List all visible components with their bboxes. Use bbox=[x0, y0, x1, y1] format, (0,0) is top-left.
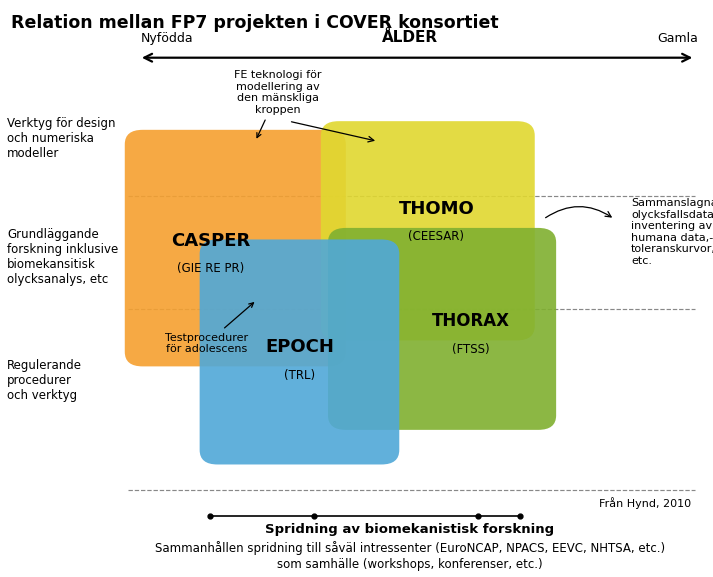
FancyBboxPatch shape bbox=[328, 228, 556, 430]
FancyBboxPatch shape bbox=[200, 239, 399, 464]
Text: ÅLDER: ÅLDER bbox=[382, 30, 438, 45]
FancyBboxPatch shape bbox=[125, 130, 346, 366]
Text: som samhälle (workshops, konferenser, etc.): som samhälle (workshops, konferenser, et… bbox=[277, 558, 543, 571]
Text: Grundläggande
forskning inklusive
biomekansitisk
olycksanalys, etc: Grundläggande forskning inklusive biomek… bbox=[7, 228, 118, 286]
Text: (FTSS): (FTSS) bbox=[452, 343, 489, 355]
Text: Regulerande
procedurer
och verktyg: Regulerande procedurer och verktyg bbox=[7, 359, 82, 402]
Text: FE teknologi för
modellering av
den mänskliga
kroppen: FE teknologi för modellering av den mäns… bbox=[235, 70, 322, 137]
Text: Spridning av biomekanistisk forskning: Spridning av biomekanistisk forskning bbox=[265, 523, 555, 536]
Text: Relation mellan FP7 projekten i COVER konsortiet: Relation mellan FP7 projekten i COVER ko… bbox=[11, 14, 498, 32]
Text: (TRL): (TRL) bbox=[284, 369, 315, 381]
Text: Nyfödda: Nyfödda bbox=[141, 32, 194, 45]
Text: Sammanhållen spridning till såväl intressenter (EuroNCAP, NPACS, EEVC, NHTSA, et: Sammanhållen spridning till såväl intres… bbox=[155, 541, 665, 555]
Text: EPOCH: EPOCH bbox=[265, 338, 334, 357]
FancyBboxPatch shape bbox=[321, 121, 535, 340]
Text: THOMO: THOMO bbox=[399, 200, 474, 218]
Text: (CEESAR): (CEESAR) bbox=[409, 230, 464, 243]
Text: Sammanslagna
olycksfallsdata,
inventering av
humana data,-
toleranskurvor,
etc.: Sammanslagna olycksfallsdata, inventerin… bbox=[631, 198, 713, 266]
Text: CASPER: CASPER bbox=[170, 231, 250, 250]
Text: Från Hynd, 2010: Från Hynd, 2010 bbox=[600, 497, 692, 509]
Text: Gamla: Gamla bbox=[657, 32, 698, 45]
Text: Testprocedurer
för adolescens: Testprocedurer för adolescens bbox=[165, 303, 254, 354]
Text: Verktyg för design
och numeriska
modeller: Verktyg för design och numeriska modelle… bbox=[7, 117, 116, 160]
Text: THORAX: THORAX bbox=[431, 312, 510, 331]
Text: (GIE RE PR): (GIE RE PR) bbox=[177, 262, 244, 275]
